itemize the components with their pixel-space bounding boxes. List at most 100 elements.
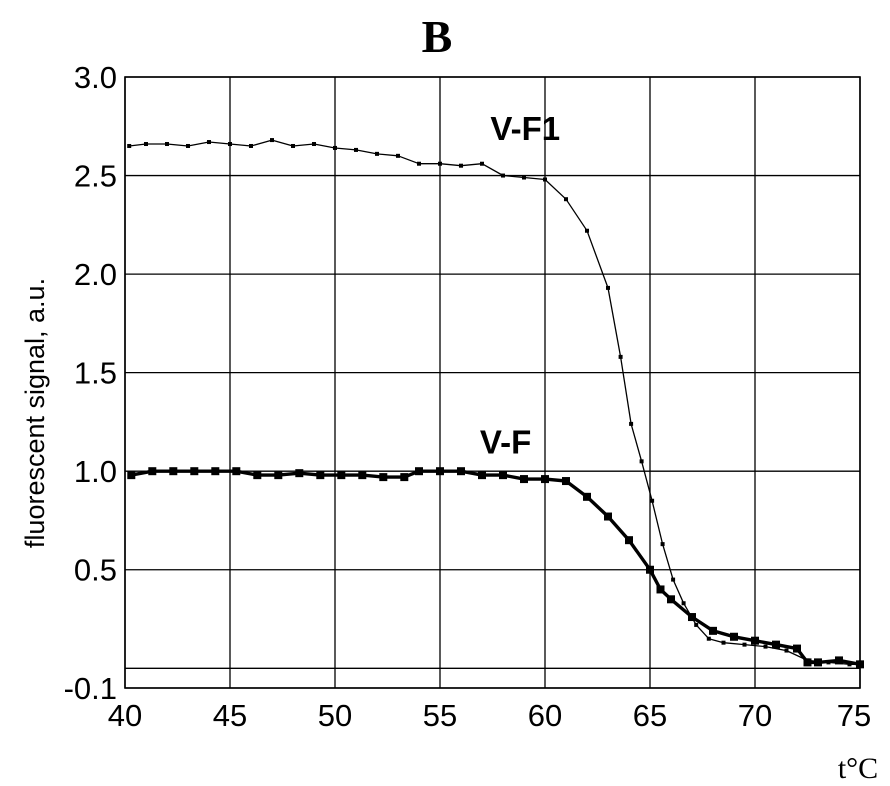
data-point [847,662,852,667]
data-point [656,585,665,594]
data-point [396,153,400,158]
data-point [186,143,190,148]
data-point [291,143,295,148]
data-point [706,636,711,641]
y-tick-label: 3.0 [74,60,117,95]
data-point [295,469,304,478]
data-point [480,161,484,166]
series-label: V-F [480,423,531,460]
data-point [618,354,623,359]
x-tick-label: 65 [633,698,667,733]
x-axis-label: t°C [838,752,878,785]
data-point [358,471,367,480]
data-point [562,477,570,486]
data-point [650,498,655,503]
y-tick-label: 1.5 [74,356,117,391]
y-tick-label: 2.5 [74,159,117,194]
data-point [520,475,528,484]
data-point [688,613,696,622]
data-point [667,595,675,604]
data-point [814,658,822,667]
x-tick-label: 45 [213,698,247,733]
data-point [228,142,232,147]
x-tick-label: 50 [318,698,352,733]
data-point [625,536,633,545]
data-point [165,142,169,147]
data-point [190,467,199,476]
data-point [522,175,526,180]
data-point [127,471,136,480]
data-point [629,421,634,426]
data-point [375,151,379,156]
y-tick-label: 2.0 [74,257,117,292]
data-point [730,632,738,641]
data-point [660,542,665,547]
data-point [709,626,717,635]
data-point [337,471,346,480]
data-point [436,467,444,476]
data-point [694,622,699,627]
y-tick-label: -0.1 [64,671,117,706]
data-point [501,173,505,178]
series-labels: V-F1 V-F [480,110,560,460]
plot-frame [124,76,861,689]
y-tick-label: 0.5 [74,553,117,588]
data-point [232,467,241,476]
data-point [457,467,465,476]
data-point [793,644,801,653]
data-point [354,147,358,152]
data-point [671,577,676,582]
data-point [478,471,486,480]
data-point [459,163,463,168]
data-point [721,640,726,645]
series-line [130,469,861,666]
chart-title: B [422,11,453,62]
data-point [742,642,747,647]
grid [124,76,861,689]
data-point [438,161,442,166]
data-point [316,471,325,480]
data-point [499,471,507,480]
data-point [169,467,178,476]
data-point [646,565,654,574]
x-tick-label: 75 [837,698,871,733]
data-point [253,471,262,480]
data-point [784,648,789,653]
data-point [585,228,589,233]
data-point [681,601,686,606]
data-point [606,285,610,290]
data-point [148,467,157,476]
data-point [127,143,132,148]
data-point [144,142,148,147]
x-tick-label: 40 [108,698,142,733]
data-point [415,467,423,476]
data-point [763,644,768,649]
data-point [835,656,843,665]
data-point [772,640,780,649]
series-v-f [127,467,864,669]
data-point [751,636,759,645]
y-axis-label: fluorescent signal, a.u. [20,278,50,548]
data-point [207,140,211,145]
data-point [604,512,612,521]
data-point [639,459,644,464]
y-tick-label: 1.0 [74,454,117,489]
series-group [127,138,864,669]
data-point [333,145,337,150]
data-point [249,143,253,148]
data-point [803,658,812,667]
data-point [400,473,409,482]
data-point [417,161,421,166]
x-tick-label: 55 [423,698,457,733]
data-point [543,177,547,182]
data-point [379,473,388,482]
series-v-f1 [127,138,862,667]
data-point [270,138,274,143]
data-point [312,142,316,147]
x-tick-label: 70 [738,698,772,733]
data-point [564,197,568,202]
data-point [211,467,220,476]
series-line [129,139,860,665]
data-point [274,471,283,480]
